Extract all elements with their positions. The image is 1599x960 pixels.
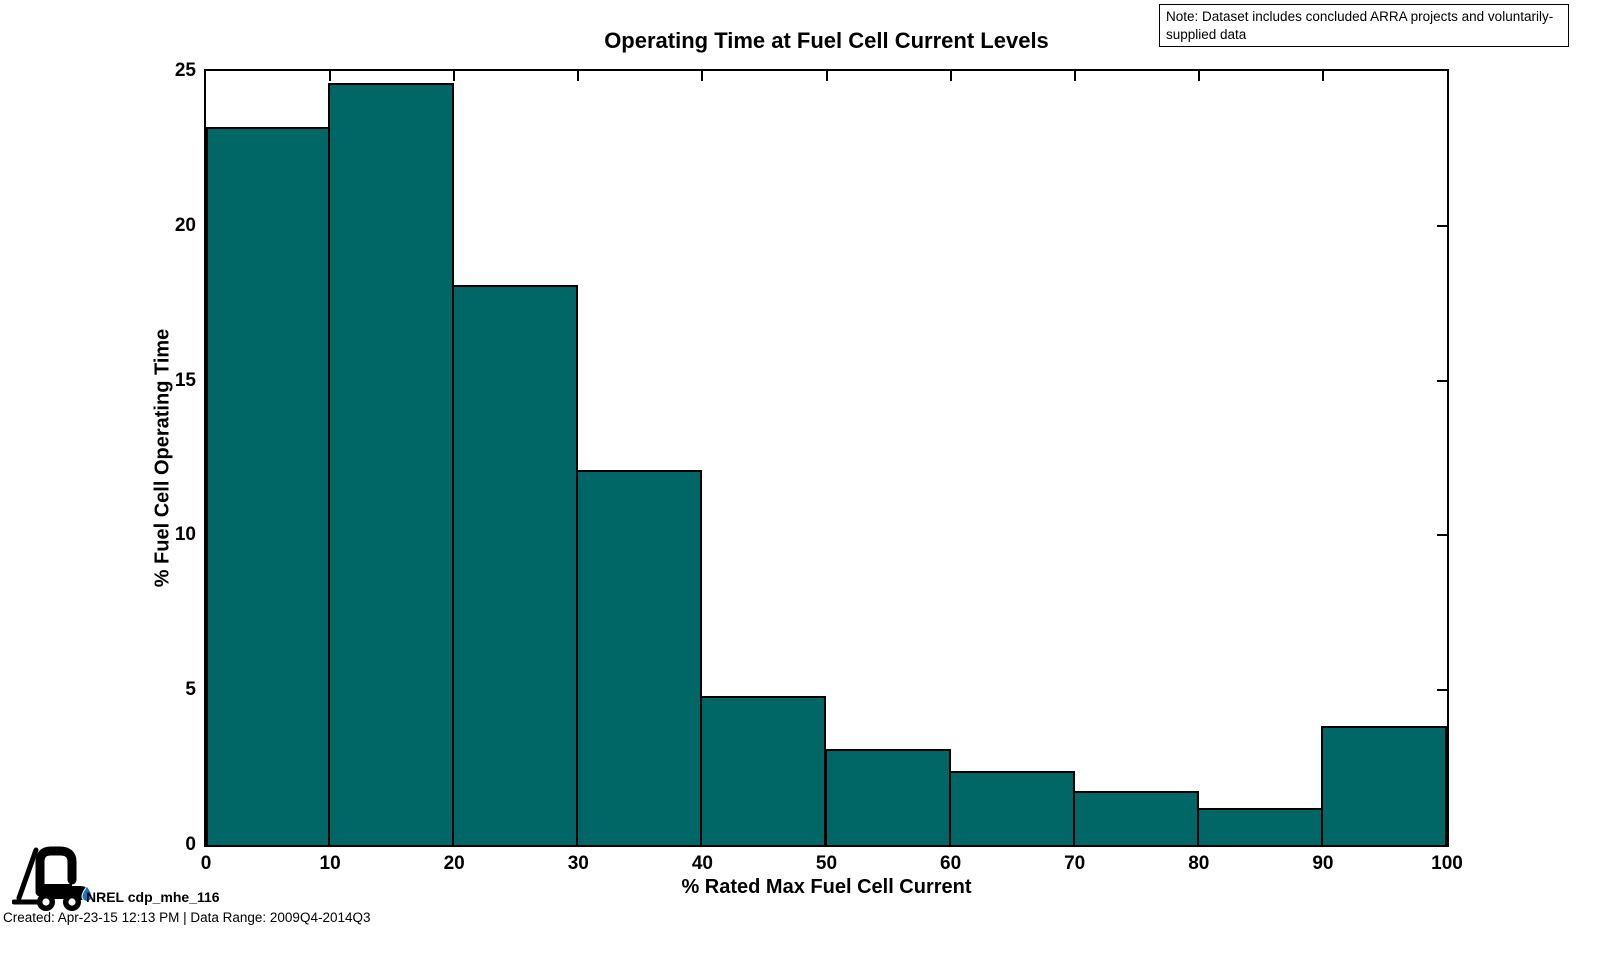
x-tick-label: 60 <box>940 853 962 874</box>
y-tick-label: 0 <box>185 834 196 855</box>
y-tick-label: 20 <box>174 214 196 236</box>
histogram-bar <box>206 126 331 845</box>
x-tick-label: 10 <box>319 853 341 874</box>
axis-tick <box>329 71 332 81</box>
x-tick-label: 20 <box>443 853 465 874</box>
axis-tick <box>701 71 704 81</box>
histogram-bar <box>1072 790 1199 845</box>
chart-title: Operating Time at Fuel Cell Current Leve… <box>604 28 1049 53</box>
axis-tick <box>1321 71 1324 81</box>
created-timestamp: Created: Apr-23-15 12:13 PM | Data Range… <box>3 910 371 925</box>
nrel-cdp-label: NREL cdp_mhe_116 <box>86 889 220 905</box>
axis-tick <box>577 71 580 81</box>
axis-tick <box>825 71 828 81</box>
note-box: Note: Dataset includes concluded ARRA pr… <box>1159 4 1569 47</box>
histogram-bar <box>452 284 579 845</box>
y-axis-label: % Fuel Cell Operating Time <box>151 328 174 588</box>
x-tick-label: 70 <box>1064 853 1086 874</box>
x-tick-label: 100 <box>1431 853 1463 874</box>
y-tick-label: 5 <box>185 679 196 701</box>
histogram-bar <box>948 770 1075 845</box>
y-tick-label: 10 <box>174 524 196 546</box>
histogram-bar <box>1196 807 1323 845</box>
forklift-icon <box>12 846 93 911</box>
axis-tick <box>1437 379 1447 382</box>
x-tick-label: 90 <box>1312 853 1334 874</box>
x-tick-label: 30 <box>567 853 589 874</box>
axis-tick <box>1073 71 1076 81</box>
x-tick-label: 80 <box>1188 853 1210 874</box>
x-tick-label: 50 <box>815 853 838 874</box>
axis-tick <box>1437 224 1447 227</box>
x-tick-label: 0 <box>200 853 212 874</box>
plot-area <box>204 69 1449 847</box>
y-tick-label: 25 <box>174 60 196 81</box>
x-axis-label: % Rated Max Fuel Cell Current <box>681 876 972 898</box>
y-tick-label: 15 <box>174 369 196 391</box>
axis-tick <box>1197 71 1200 81</box>
axis-tick <box>453 71 456 81</box>
histogram-bar <box>1320 725 1447 845</box>
axis-tick <box>1437 534 1447 537</box>
x-tick-label: 40 <box>691 853 713 874</box>
histogram-bar <box>328 83 455 845</box>
histogram-bar <box>576 470 703 845</box>
note-text: Note: Dataset includes concluded ARRA pr… <box>1166 9 1554 42</box>
axis-tick <box>1437 689 1447 692</box>
water-droplet-icon <box>81 885 93 902</box>
histogram-bar <box>824 749 951 845</box>
axis-tick <box>949 71 952 81</box>
histogram-bar <box>700 696 827 845</box>
